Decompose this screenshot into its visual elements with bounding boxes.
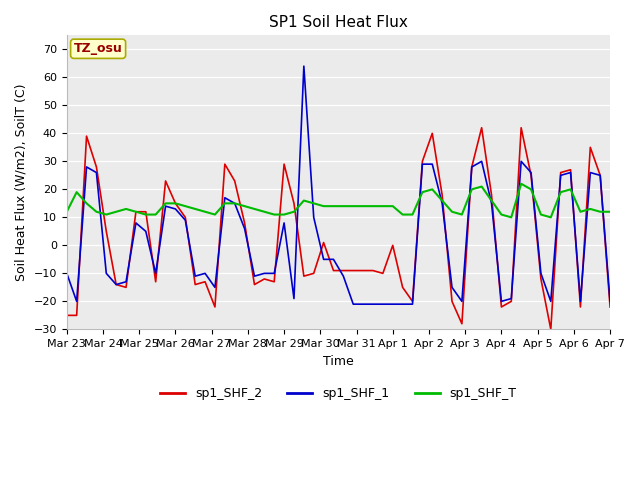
Y-axis label: Soil Heat Flux (W/m2), SoilT (C): Soil Heat Flux (W/m2), SoilT (C) [15, 84, 28, 281]
sp1_SHF_1 [300, 63, 308, 69]
sp1_SHF_1 [438, 201, 446, 206]
Line: sp1_SHF_1: sp1_SHF_1 [67, 66, 610, 304]
sp1_SHF_T [399, 212, 406, 217]
sp1_SHF_T [73, 189, 81, 195]
sp1_SHF_2 [478, 125, 486, 131]
sp1_SHF_1 [419, 161, 426, 167]
sp1_SHF_1 [73, 299, 81, 304]
sp1_SHF_2 [369, 268, 377, 274]
Line: sp1_SHF_T: sp1_SHF_T [67, 184, 610, 217]
sp1_SHF_2 [73, 312, 81, 318]
sp1_SHF_2 [419, 158, 426, 164]
sp1_SHF_1 [63, 270, 70, 276]
sp1_SHF_2 [260, 276, 268, 282]
Title: SP1 Soil Heat Flux: SP1 Soil Heat Flux [269, 15, 408, 30]
sp1_SHF_2 [399, 285, 406, 290]
Legend: sp1_SHF_2, sp1_SHF_1, sp1_SHF_T: sp1_SHF_2, sp1_SHF_1, sp1_SHF_T [156, 383, 522, 406]
sp1_SHF_T [606, 209, 614, 215]
sp1_SHF_1 [497, 299, 505, 304]
Text: TZ_osu: TZ_osu [74, 42, 122, 55]
sp1_SHF_2 [488, 192, 495, 198]
sp1_SHF_1 [606, 299, 614, 304]
X-axis label: Time: Time [323, 355, 354, 368]
sp1_SHF_T [369, 203, 377, 209]
sp1_SHF_2 [63, 312, 70, 318]
sp1_SHF_T [517, 181, 525, 187]
sp1_SHF_1 [389, 301, 397, 307]
sp1_SHF_2 [547, 326, 555, 332]
sp1_SHF_1 [260, 270, 268, 276]
Line: sp1_SHF_2: sp1_SHF_2 [67, 128, 610, 329]
sp1_SHF_T [419, 189, 426, 195]
sp1_SHF_T [508, 215, 515, 220]
sp1_SHF_T [63, 209, 70, 215]
sp1_SHF_T [260, 209, 268, 215]
sp1_SHF_1 [349, 301, 357, 307]
sp1_SHF_2 [606, 304, 614, 310]
sp1_SHF_T [478, 184, 486, 190]
